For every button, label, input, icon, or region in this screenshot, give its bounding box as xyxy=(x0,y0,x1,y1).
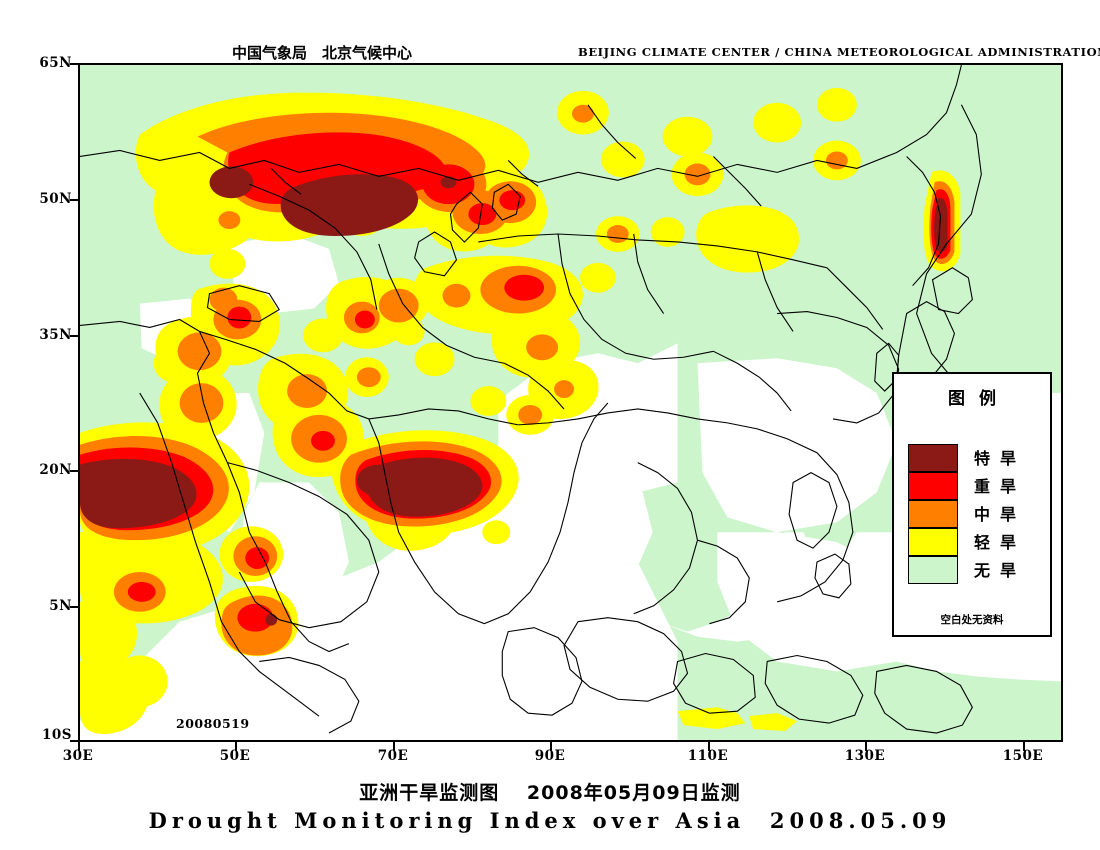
legend-swatch-extreme-drought xyxy=(908,444,958,472)
x-tick-mark-90E xyxy=(550,742,552,751)
legend-swatch-no-drought xyxy=(908,556,958,584)
x-tick-mark-30E xyxy=(78,742,80,751)
header-english: BEIJING CLIMATE CENTER / CHINA METEOROLO… xyxy=(578,45,1100,59)
header-chinese: 中国气象局 北京气候中心 xyxy=(232,44,413,62)
y-tick-35N: 35N xyxy=(39,327,72,343)
legend-swatch-moderate-drought xyxy=(908,500,958,528)
y-tick-65N: 65N xyxy=(39,55,72,71)
y-tick-mark-10S xyxy=(70,740,79,742)
y-tick-mark-50N xyxy=(70,199,79,201)
legend-row-extreme-drought: 特旱 xyxy=(908,444,1040,472)
map-svg xyxy=(80,65,1061,740)
y-tick-mark-20N xyxy=(70,470,79,472)
legend-label-severe-drought: 重旱 xyxy=(974,477,1027,496)
x-tick-70E: 70E xyxy=(377,748,409,764)
title-english: Drought Monitoring Index over Asia 2008.… xyxy=(148,808,952,833)
legend-box: 图例 特旱 重旱 中旱 轻旱 无旱 空白处无资料 xyxy=(892,372,1052,637)
y-tick-mark-5N xyxy=(70,606,79,608)
y-tick-5N: 5N xyxy=(49,598,72,614)
y-tick-mark-65N xyxy=(70,63,79,65)
legend-title: 图例 xyxy=(948,389,1010,409)
x-tick-mark-130E xyxy=(865,742,867,751)
x-tick-150E: 150E xyxy=(1002,748,1044,764)
x-tick-50E: 50E xyxy=(219,748,251,764)
x-tick-mark-150E xyxy=(1023,742,1025,751)
x-tick-30E: 30E xyxy=(62,748,94,764)
layer-extreme-drought xyxy=(80,166,948,626)
legend-row-no-drought: 无旱 xyxy=(908,556,1040,584)
layer-coastlines xyxy=(80,65,1007,734)
x-tick-90E: 90E xyxy=(534,748,566,764)
legend-row-moderate-drought: 中旱 xyxy=(908,500,1040,528)
legend-swatch-severe-drought xyxy=(908,472,958,500)
legend-row-severe-drought: 重旱 xyxy=(908,472,1040,500)
legend-swatch-light-drought xyxy=(908,528,958,556)
legend-row-light-drought: 轻旱 xyxy=(908,528,1040,556)
y-tick-20N: 20N xyxy=(39,462,72,478)
legend-label-no-drought: 无旱 xyxy=(974,561,1027,580)
x-tick-110E: 110E xyxy=(687,748,729,764)
legend-label-extreme-drought: 特旱 xyxy=(974,449,1027,468)
drought-map-plot xyxy=(78,63,1063,742)
legend-note-no-data: 空白处无资料 xyxy=(940,614,1004,626)
legend-label-light-drought: 轻旱 xyxy=(974,533,1027,552)
y-tick-10S: 10S xyxy=(41,727,72,743)
x-tick-130E: 130E xyxy=(844,748,886,764)
y-tick-50N: 50N xyxy=(39,191,72,207)
x-tick-mark-50E xyxy=(235,742,237,751)
y-tick-mark-35N xyxy=(70,335,79,337)
title-chinese: 亚洲干旱监测图 2008年05月09日监测 xyxy=(359,782,741,804)
legend-label-moderate-drought: 中旱 xyxy=(974,505,1027,524)
x-tick-mark-110E xyxy=(708,742,710,751)
production-date-stamp: 20080519 xyxy=(176,716,250,731)
x-tick-mark-70E xyxy=(393,742,395,751)
